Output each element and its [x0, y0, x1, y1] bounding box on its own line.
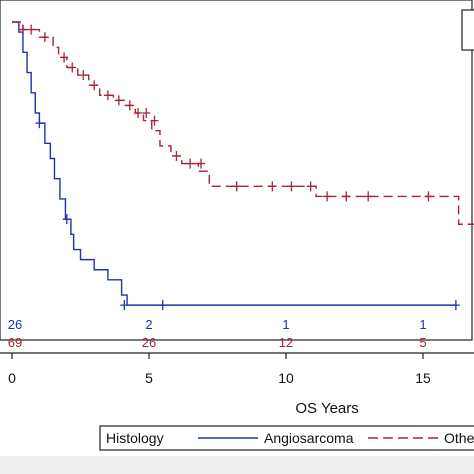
risk-count: 26 [8, 317, 22, 332]
legend-title: Histology [106, 430, 164, 446]
censor-mark [142, 108, 151, 119]
survival-curves [12, 21, 474, 311]
x-axis-title: OS Years [295, 400, 358, 417]
censor-mark [197, 158, 206, 169]
x-tick-label: 10 [278, 370, 294, 386]
plot-frame [0, 0, 474, 341]
risk-count: 1 [419, 317, 426, 332]
censor-mark [323, 191, 332, 202]
plot-border [0, 0, 473, 341]
censor-mark [424, 191, 433, 202]
risk-count: 2 [145, 317, 152, 332]
bottom-band [0, 456, 474, 474]
censor-mark [364, 191, 373, 202]
x-tick-label: 0 [8, 370, 16, 386]
censor-mark [125, 100, 134, 111]
censor-mark [27, 24, 36, 35]
risk-count: 12 [279, 335, 293, 350]
risk-count: 5 [419, 335, 426, 350]
censor-mark [150, 115, 159, 126]
censor-mark [79, 70, 88, 81]
legend-entry-0: Angiosarcoma [264, 430, 354, 446]
risk-count: 69 [8, 335, 22, 350]
censor-mark [90, 80, 99, 91]
series-line-0 [12, 21, 456, 306]
censor-mark [306, 181, 315, 192]
inset-legend-box [461, 9, 474, 51]
x-tick-label: 5 [145, 370, 153, 386]
censor-mark [186, 158, 195, 169]
risk-count: 26 [142, 335, 156, 350]
censor-mark [40, 32, 49, 43]
censor-mark [134, 108, 143, 119]
x-tick-label: 15 [415, 370, 431, 386]
censor-mark [60, 52, 69, 63]
censor-mark [232, 181, 241, 192]
censor-mark [172, 150, 181, 161]
risk-count: 1 [282, 317, 289, 332]
censor-mark [62, 214, 71, 225]
censor-mark [35, 118, 44, 129]
censor-mark [451, 300, 460, 311]
censor-mark [342, 191, 351, 202]
legend-box [99, 425, 474, 451]
censor-mark [114, 95, 123, 106]
x-axis: 0 5 10 15 [0, 352, 474, 386]
censor-mark [158, 300, 167, 311]
censor-mark [268, 181, 277, 192]
series-line-1 [12, 21, 474, 225]
legend-entry-1: Othe [444, 430, 474, 446]
censor-mark [287, 181, 296, 192]
censor-mark [18, 24, 27, 35]
censor-mark [120, 300, 129, 311]
censor-mark [68, 62, 77, 73]
legend: Histology Angiosarcoma Othe [99, 425, 474, 451]
risk-table: 26 2 1 1 69 26 12 5 [8, 317, 427, 350]
censor-mark [103, 90, 112, 101]
